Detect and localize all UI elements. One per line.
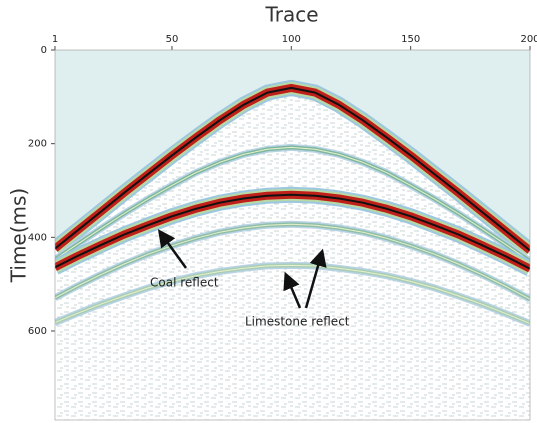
annotation: Limestone reflect	[245, 315, 350, 329]
x-tick-label: 50	[166, 34, 179, 45]
x-tick-label: 100	[282, 34, 301, 45]
x-tick-label: 150	[401, 34, 420, 45]
x-tick-label: 200	[520, 34, 537, 45]
x-axis-title: Trace	[264, 3, 318, 27]
y-tick-label: 400	[28, 232, 47, 243]
y-tick-label: 600	[28, 326, 47, 337]
y-tick-label: 0	[41, 45, 47, 56]
page: {"chart_data": { "type": "seismic", "x_l…	[0, 0, 537, 423]
x-tick-label: 1	[52, 34, 58, 45]
annotation: Coal reflect	[150, 276, 219, 290]
y-axis-title: Time(ms)	[7, 188, 31, 283]
y-tick-label: 200	[28, 139, 47, 150]
chart: Trace Time(ms) Coal reflect Limestone re…	[0, 0, 537, 423]
